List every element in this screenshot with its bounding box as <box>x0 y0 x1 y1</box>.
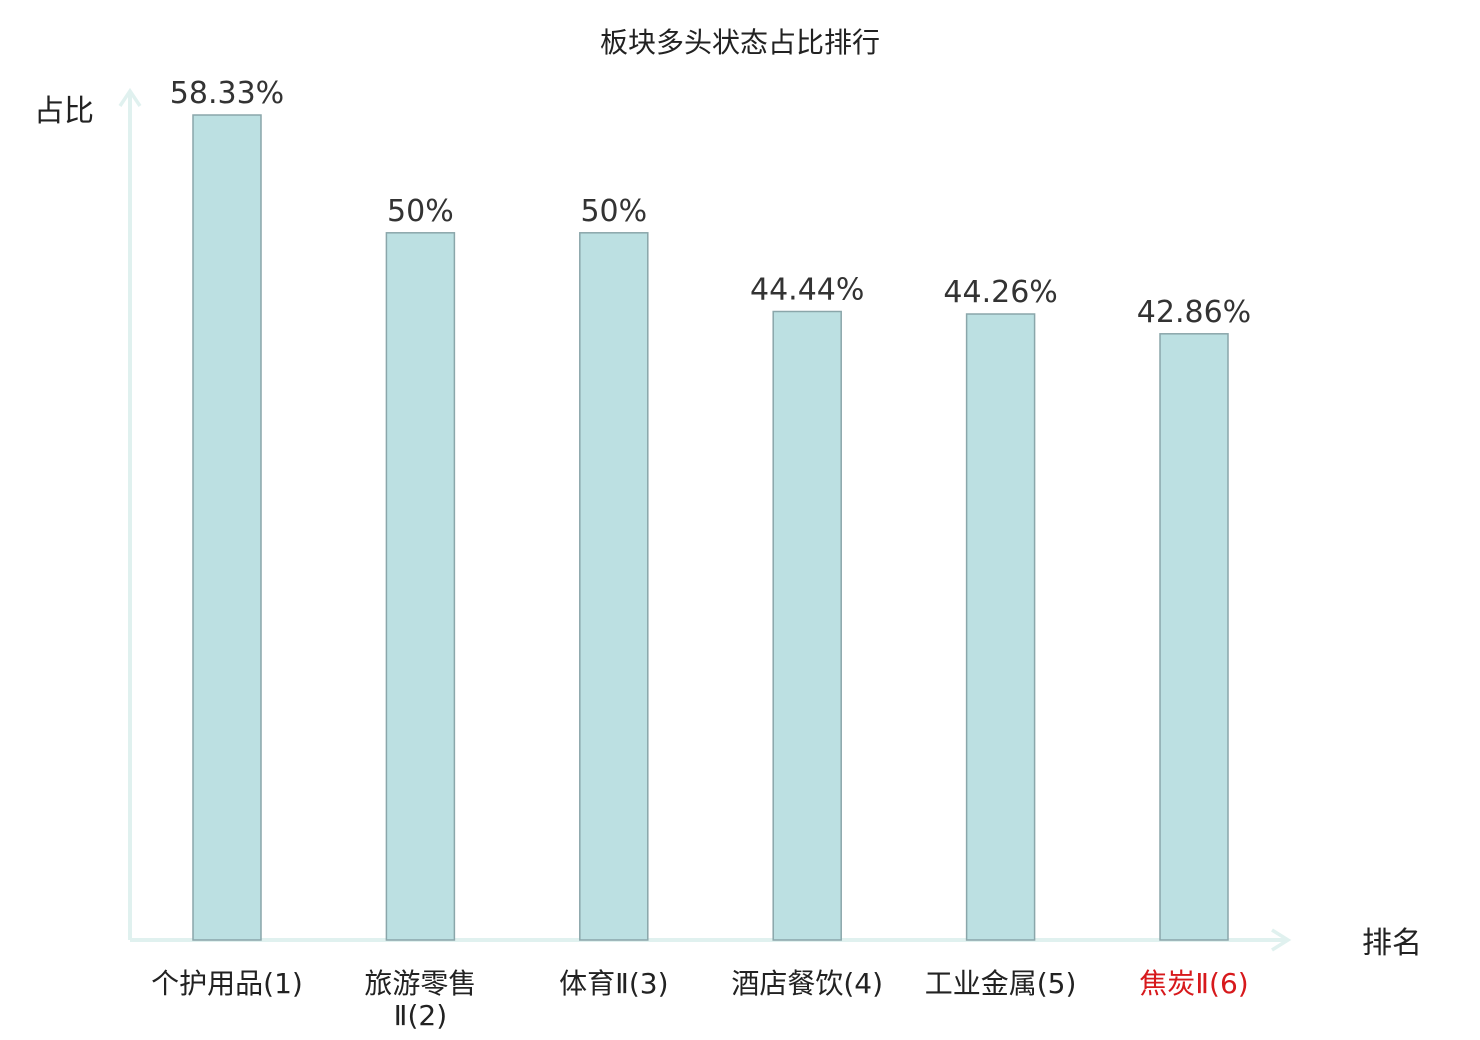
value-label-3: 50% <box>580 194 647 229</box>
axes <box>118 87 1292 952</box>
bar-5 <box>965 313 1036 941</box>
x-axis-arrow <box>1271 928 1292 952</box>
category-labels: 个护用品(1) 旅游零售 Ⅱ(2) 体育Ⅱ(3) 酒店餐饮(4) 工业金属(5) 焦炭Ⅱ(6… <box>151 967 1249 1032</box>
value-label-5: 44.26% <box>943 275 1057 310</box>
value-labels: 58.33% 50% 50% 44.44% 44.26% 42.86% <box>170 76 1251 330</box>
bar-6 <box>1159 333 1229 941</box>
value-label-2: 50% <box>387 194 454 229</box>
category-label-5: 工业金属(5) <box>925 967 1077 1000</box>
category-label-6: 焦炭Ⅱ(6) <box>1139 967 1248 1000</box>
bar-2 <box>385 232 456 941</box>
category-label-4: 酒店餐饮(4) <box>731 967 883 1000</box>
category-label-2: 旅游零售 Ⅱ(2) <box>364 967 476 1032</box>
value-label-6: 42.86% <box>1137 295 1251 330</box>
y-axis-arrow <box>118 87 142 107</box>
bars <box>192 114 1229 941</box>
category-label-3: 体育Ⅱ(3) <box>559 967 668 1000</box>
value-label-1: 58.33% <box>170 76 284 111</box>
y-axis-label: 占比 <box>34 94 94 129</box>
chart-title: 板块多头状态占比排行 <box>600 26 880 59</box>
bar-3 <box>579 232 649 941</box>
category-label-1: 个护用品(1) <box>151 967 303 1000</box>
value-label-4: 44.44% <box>750 273 864 308</box>
x-axis-label: 排名 <box>1362 926 1422 961</box>
bar-4 <box>772 310 842 941</box>
bar-1 <box>192 114 262 941</box>
